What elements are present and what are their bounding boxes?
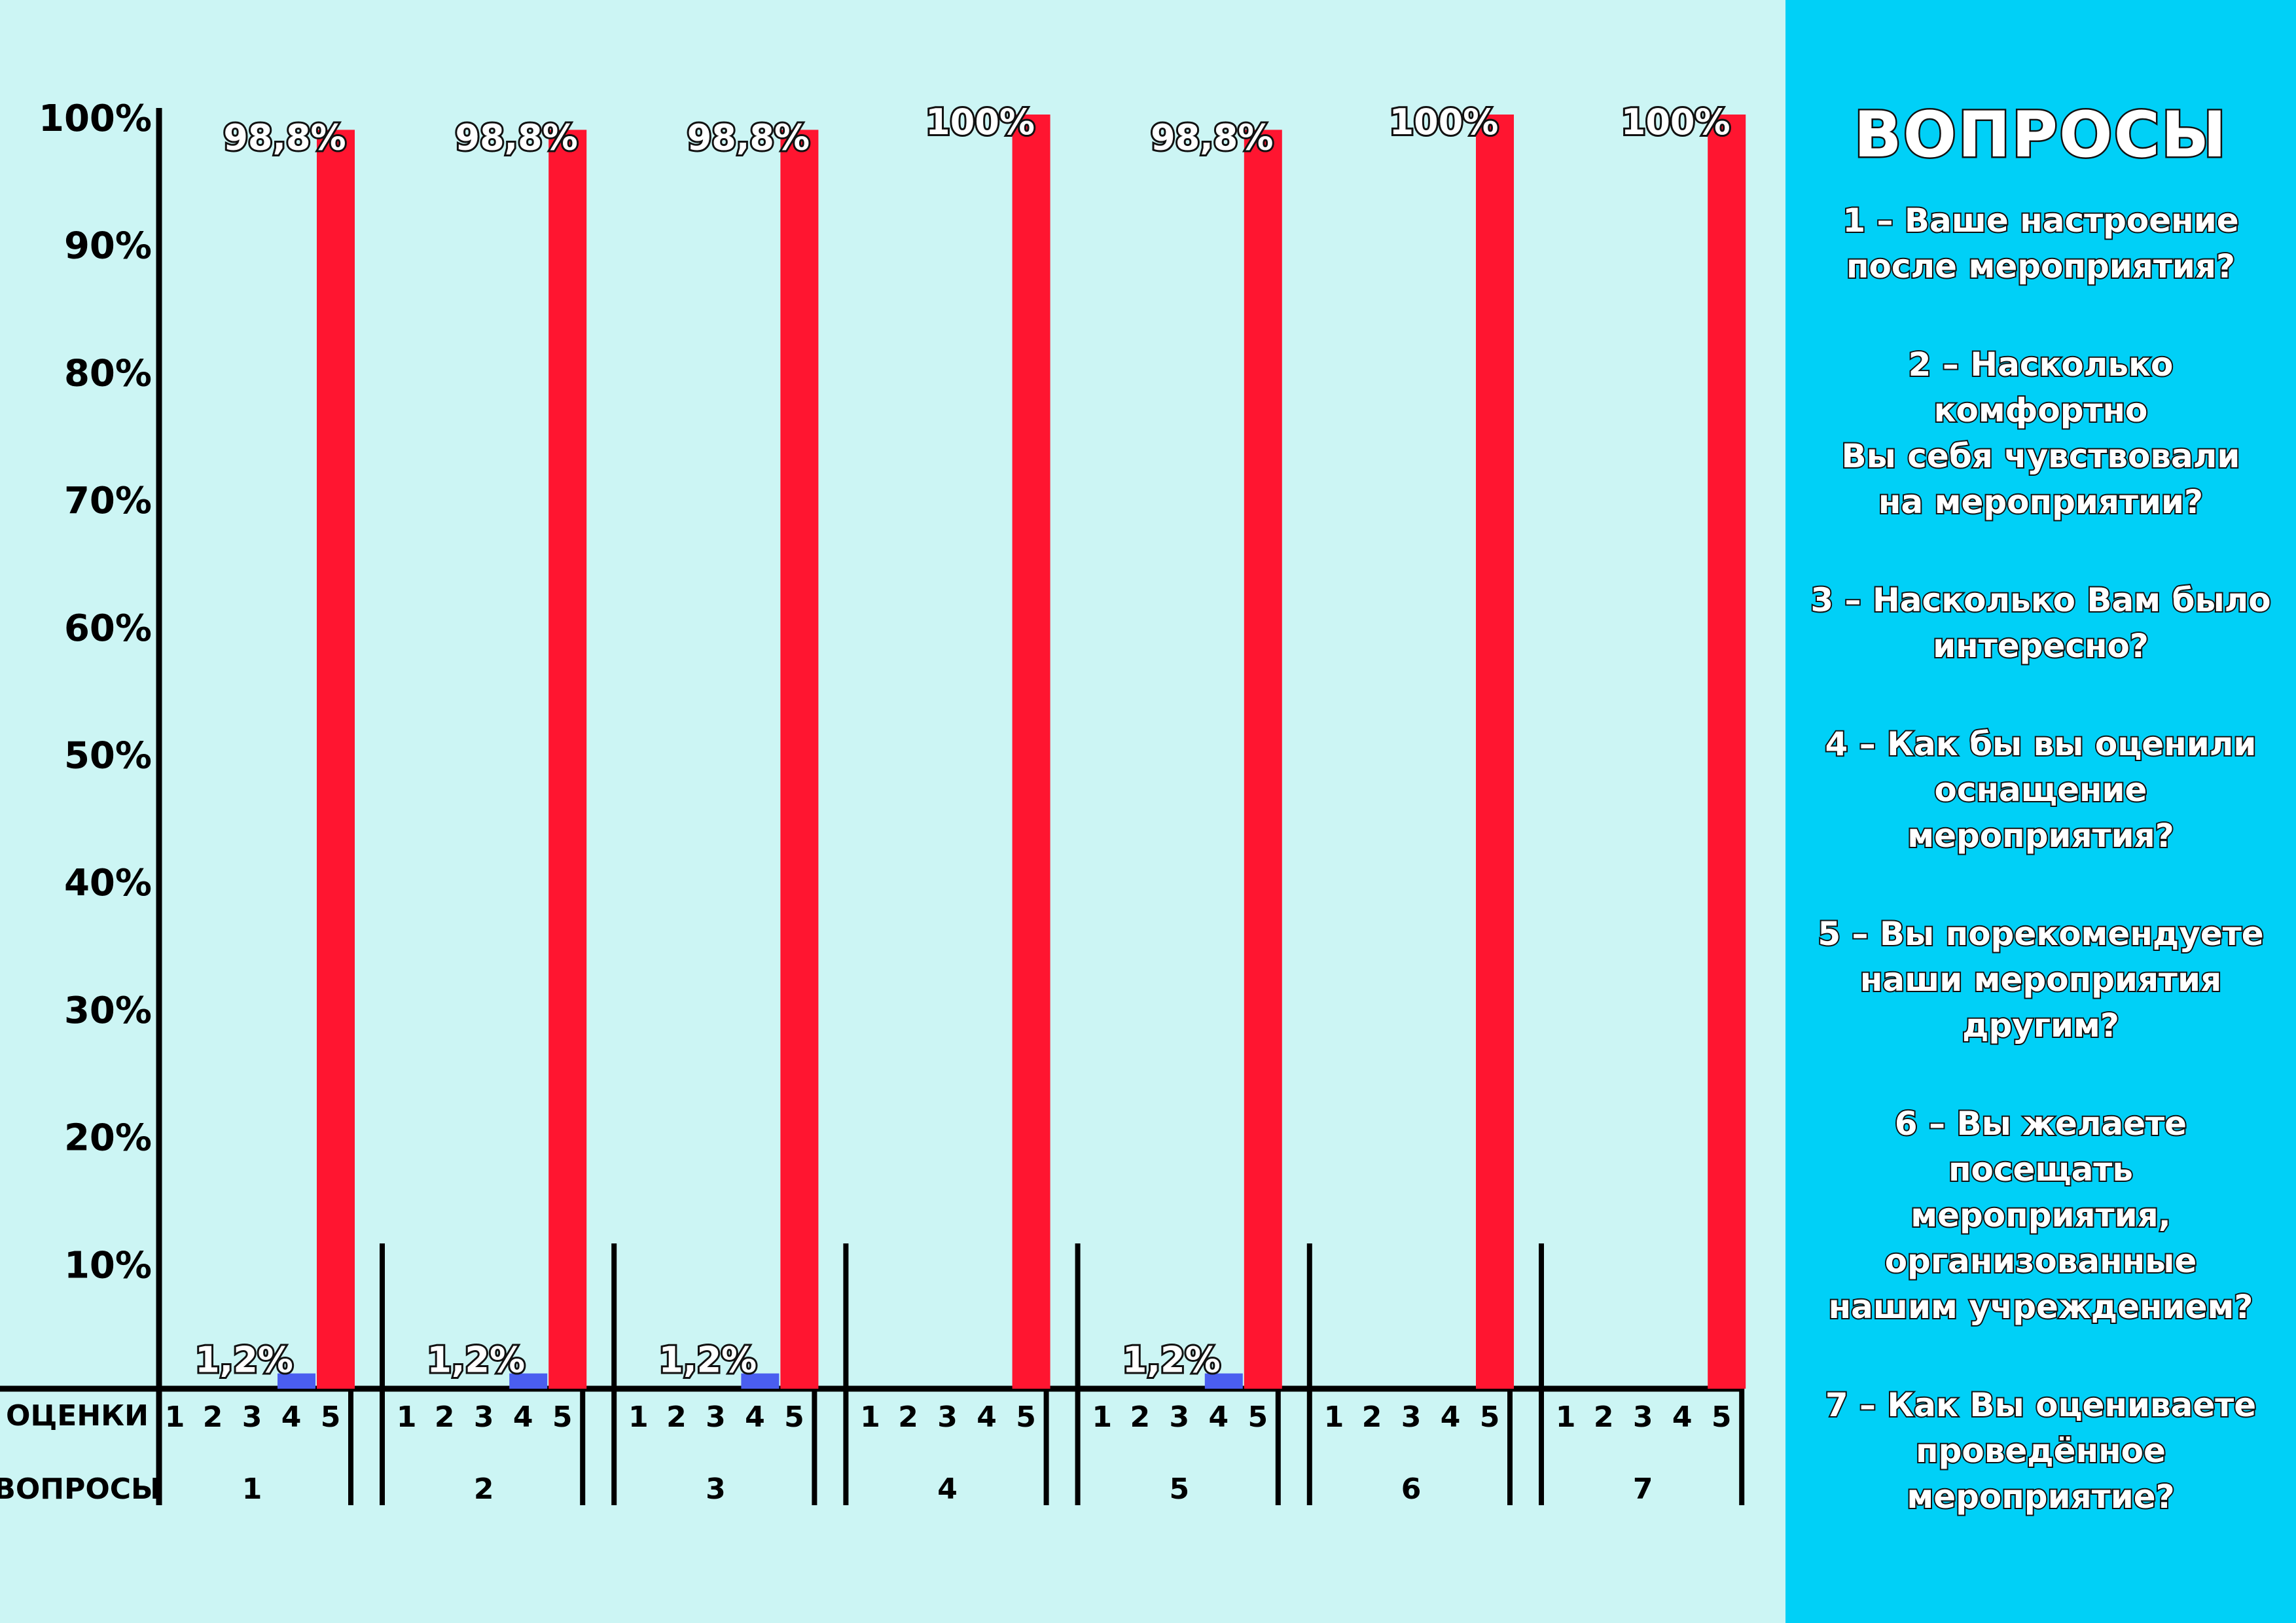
- question-tick-label: 3: [706, 1472, 726, 1506]
- y-tick-label: 50%: [64, 735, 152, 777]
- grade-tick-label: 4: [1441, 1400, 1461, 1434]
- bar-q2-grade5: [548, 130, 587, 1389]
- question-tick-label: 5: [1169, 1472, 1189, 1506]
- grade-tick-label: 1: [1556, 1400, 1576, 1434]
- data-label: 100%: [925, 101, 1035, 143]
- grade-tick-label: 5: [1712, 1400, 1732, 1434]
- grade-tick-label: 3: [1633, 1400, 1653, 1434]
- y-tick-label: 70%: [64, 480, 152, 522]
- bar-chart: 10% 20% 30% 40% 50% 60% 70% 80% 90% 100% ОЦЕНКИ ВОП…: [0, 98, 1746, 1506]
- y-tick-label: 10%: [64, 1244, 152, 1287]
- bar-q1-grade5: [317, 130, 355, 1389]
- y-tick-label: 30%: [64, 990, 152, 1032]
- question-5: 5 – Вы порекомендуете наши мероприятия д…: [1816, 914, 2265, 1046]
- grade-tick-label: 5: [1016, 1400, 1036, 1434]
- grade-tick-label: 4: [1208, 1400, 1229, 1434]
- grade-tick-label: 4: [281, 1400, 302, 1434]
- grade-tick-label: 1: [628, 1400, 649, 1434]
- y-tick-label: 80%: [64, 352, 152, 395]
- data-label: 1,2%: [195, 1340, 293, 1381]
- grade-tick-label: 5: [1480, 1400, 1500, 1434]
- questions-panel: ВОПРОСЫ 1 – Ваше настроение после меропр…: [1785, 0, 2296, 1623]
- bar-q4-grade5: [1012, 115, 1050, 1389]
- data-label: 100%: [1390, 101, 1499, 143]
- grade-tick-label: 4: [745, 1400, 765, 1434]
- questions-row-label: ВОПРОСЫ: [0, 1472, 161, 1506]
- grade-tick-label: 1: [1092, 1400, 1112, 1434]
- question-6: 6 – Вы желаете посещать мероприятия, орг…: [1827, 1103, 2255, 1327]
- data-label: 98,8%: [687, 116, 810, 158]
- grade-tick-label: 1: [165, 1400, 185, 1434]
- grade-tick-label: 1: [1324, 1400, 1344, 1434]
- grade-tick-label: 4: [977, 1400, 997, 1434]
- question-list: 1 – Ваше настроение после мероприятия? 2…: [1785, 198, 2296, 1520]
- bar-q2-grade4: [509, 1373, 548, 1389]
- bar-q1-grade4: [278, 1373, 315, 1389]
- grade-tick-label: 2: [435, 1400, 455, 1434]
- data-label: 98,8%: [456, 116, 578, 158]
- data-label: 98,8%: [223, 116, 346, 158]
- chart-area: 10% 20% 30% 40% 50% 60% 70% 80% 90% 100% ОЦЕНКИ ВОП…: [0, 0, 1785, 1623]
- y-tick-label: 100%: [39, 98, 152, 140]
- bar-q7-grade5: [1708, 115, 1746, 1389]
- data-label: 1,2%: [1122, 1340, 1221, 1381]
- grade-tick-label: 5: [552, 1400, 573, 1434]
- question-7: 7 – Как Вы оцениваете проведённое меропр…: [1824, 1385, 2257, 1517]
- grade-tick-label: 2: [1594, 1400, 1614, 1434]
- bar-q5-grade5: [1244, 130, 1282, 1389]
- grade-tick-label: 2: [1362, 1400, 1382, 1434]
- question-tick-label: 2: [474, 1472, 494, 1506]
- grade-tick-label: 2: [1130, 1400, 1150, 1434]
- question-4: 4 – Как бы вы оценили оснащение мероприя…: [1824, 724, 2258, 856]
- question-1: 1 – Ваше настроение после мероприятия?: [1841, 200, 2240, 287]
- question-tick-label: 6: [1401, 1472, 1422, 1506]
- data-label: 1,2%: [427, 1340, 525, 1381]
- grade-tick-label: 3: [706, 1400, 726, 1434]
- bar-q6-grade5: [1476, 115, 1514, 1389]
- grade-tick-label: 5: [784, 1400, 804, 1434]
- grade-tick-label: 3: [1169, 1400, 1189, 1434]
- question-2: 2 – Насколько комфортно Вы себя чувствов…: [1840, 344, 2242, 522]
- grade-tick-label: 4: [1672, 1400, 1693, 1434]
- question-tick-label: 1: [242, 1472, 262, 1506]
- question-tick-label: 7: [1633, 1472, 1653, 1506]
- grade-tick-label: 3: [242, 1400, 262, 1434]
- data-label: 98,8%: [1151, 116, 1273, 158]
- y-tick-label: 20%: [64, 1117, 152, 1160]
- grade-tick-label: 5: [1247, 1400, 1268, 1434]
- grade-tick-label: 1: [397, 1400, 417, 1434]
- data-label: 100%: [1621, 101, 1731, 143]
- grade-tick-label: 3: [1401, 1400, 1422, 1434]
- grade-tick-label: 3: [474, 1400, 494, 1434]
- grades-row-label: ОЦЕНКИ: [6, 1399, 149, 1433]
- y-tick-label: 60%: [64, 607, 152, 650]
- question-3: 3 – Насколько Вам было интересно?: [1809, 580, 2272, 666]
- grade-tick-label: 3: [937, 1400, 958, 1434]
- grade-tick-label: 4: [513, 1400, 533, 1434]
- grade-tick-label: 2: [666, 1400, 687, 1434]
- grade-tick-label: 2: [203, 1400, 223, 1434]
- grade-tick-label: 1: [860, 1400, 880, 1434]
- bar-q3-grade4: [741, 1373, 780, 1389]
- grade-tick-label: 5: [321, 1400, 341, 1434]
- question-tick-label: 4: [937, 1472, 958, 1506]
- y-tick-label: 40%: [64, 862, 152, 904]
- bar-q5-grade4: [1204, 1373, 1243, 1389]
- data-label: 1,2%: [659, 1340, 757, 1381]
- bar-q3-grade5: [780, 130, 819, 1389]
- grade-tick-label: 2: [898, 1400, 918, 1434]
- panel-title: ВОПРОСЫ: [1852, 97, 2228, 173]
- y-tick-label: 90%: [64, 225, 152, 268]
